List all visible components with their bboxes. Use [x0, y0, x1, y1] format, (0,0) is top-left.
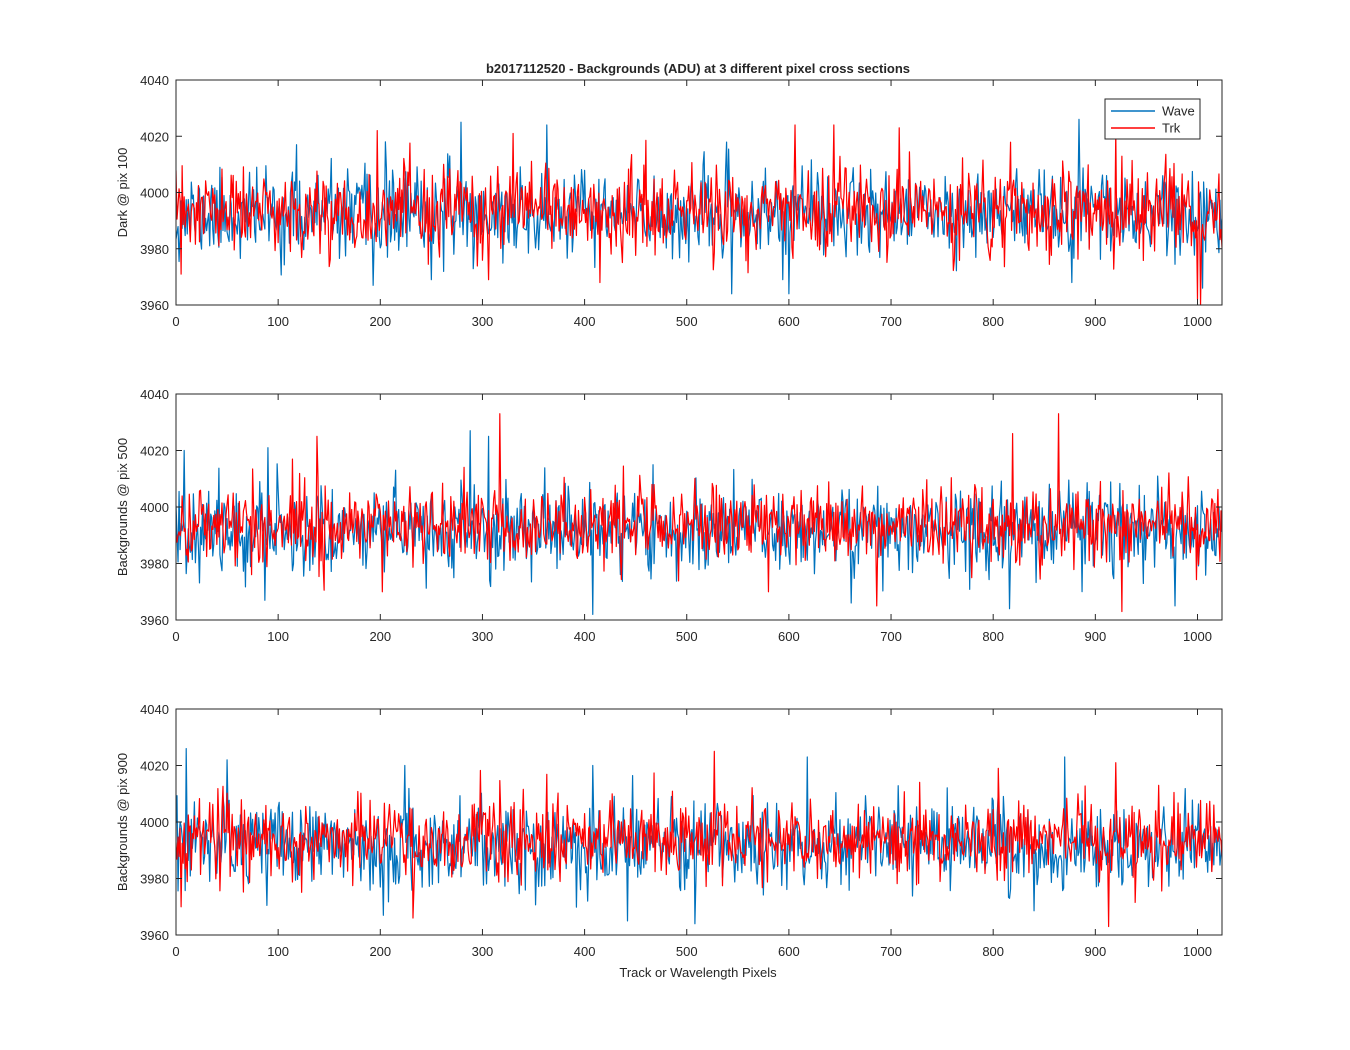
- series-line-wave: [176, 118, 1222, 295]
- y-tick-label: 4020: [140, 759, 169, 774]
- x-tick-label: 700: [880, 314, 902, 329]
- x-tick-label: 800: [982, 314, 1004, 329]
- y-tick-label: 3980: [140, 872, 169, 887]
- x-tick-label: 900: [1084, 629, 1106, 644]
- y-tick-label: 4020: [140, 444, 169, 459]
- y-tick-label: 4000: [140, 500, 169, 515]
- x-tick-label: 800: [982, 944, 1004, 959]
- subplot-1: 0 100 200 300 400 500 600 700 800 900 1000 3960 3980…: [115, 73, 1223, 329]
- subplot-2: 0 100 200 300 400 500 600 700 800 900 1000 3960 3980…: [115, 387, 1223, 644]
- y-axis-label: Backgrounds @ pix 500: [115, 438, 130, 576]
- y-tick-label: 3980: [140, 557, 169, 572]
- y-tick-label: 4020: [140, 129, 169, 144]
- x-tick-label: 0: [172, 629, 179, 644]
- x-tick-label: 100: [267, 629, 289, 644]
- y-tick-label: 3980: [140, 242, 169, 257]
- y-tick-label: 4000: [140, 186, 169, 201]
- x-tick-label: 1000: [1183, 944, 1212, 959]
- x-tick-label: 100: [267, 944, 289, 959]
- legend-label-wave: Wave: [1162, 104, 1195, 119]
- subplot-3: 0 100 200 300 400 500 600 700 800 900 1000 3960 3980…: [115, 702, 1223, 959]
- x-tick-label: 500: [676, 629, 698, 644]
- x-tick-label: 300: [472, 314, 494, 329]
- x-tick-label: 100: [267, 314, 289, 329]
- x-tick-label: 600: [778, 944, 800, 959]
- plot-area: [176, 80, 1222, 305]
- legend-box: [1104, 98, 1201, 140]
- y-tick-label: 4040: [140, 702, 169, 717]
- x-tick-label: 500: [676, 314, 698, 329]
- x-tick-label: 200: [369, 314, 391, 329]
- x-tick-label: 900: [1084, 314, 1106, 329]
- y-tick-label: 4040: [140, 73, 169, 88]
- series-line-wave: [176, 430, 1222, 615]
- subplots: 0 100 200 300 400 500 600 700 800 900 100039603980…: [115, 73, 1223, 959]
- x-tick-label: 0: [172, 944, 179, 959]
- x-tick-label: 1000: [1183, 629, 1212, 644]
- x-tick-label: 400: [574, 314, 596, 329]
- y-tick-label: 4040: [140, 387, 169, 402]
- series-line-trk: [176, 413, 1222, 613]
- x-axis-label: Track or Wavelength Pixels: [619, 965, 777, 980]
- x-tick-label: 400: [574, 944, 596, 959]
- x-tick-label: 300: [472, 629, 494, 644]
- series-line-trk: [176, 124, 1222, 305]
- y-tick-label: 3960: [140, 298, 169, 313]
- x-tick-label: 600: [778, 629, 800, 644]
- y-tick-label: 4000: [140, 815, 169, 830]
- chart-title: b2017112520 - Backgrounds (ADU) at 3 dif…: [486, 61, 910, 76]
- y-axis-label: Backgrounds @ pix 900: [115, 753, 130, 891]
- x-tick-label: 800: [982, 629, 1004, 644]
- x-tick-label: 400: [574, 629, 596, 644]
- y-axis-label: Dark @ pix 100: [115, 148, 130, 238]
- x-tick-label: 300: [472, 944, 494, 959]
- x-tick-label: 200: [369, 629, 391, 644]
- legend: Wave Trk: [1104, 98, 1201, 140]
- x-tick-label: 700: [880, 944, 902, 959]
- x-tick-label: 600: [778, 314, 800, 329]
- y-tick-label: 3960: [140, 613, 169, 628]
- series-line-trk: [176, 750, 1222, 928]
- legend-label-trk: Trk: [1162, 121, 1181, 136]
- x-tick-label: 200: [369, 944, 391, 959]
- x-tick-label: 700: [880, 629, 902, 644]
- x-tick-label: 0: [172, 314, 179, 329]
- x-tick-label: 900: [1084, 944, 1106, 959]
- x-tick-label: 500: [676, 944, 698, 959]
- y-tick-label: 3960: [140, 928, 169, 943]
- x-tick-label: 1000: [1183, 314, 1212, 329]
